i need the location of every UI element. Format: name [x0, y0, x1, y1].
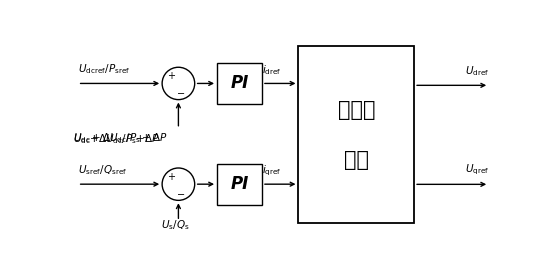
Bar: [299, 46, 414, 223]
Text: $U_{\rm s}/Q_{\rm s}$: $U_{\rm s}/Q_{\rm s}$: [161, 218, 190, 232]
Text: 控制器: 控制器: [337, 100, 375, 120]
Text: PI: PI: [231, 74, 249, 92]
Text: $U_{\rm dc}$$+$$\Delta$$U_{\rm dc}$$/$$P_{\rm s}$$+$$\Delta$$P$: $U_{\rm dc}$$+$$\Delta$$U_{\rm dc}$$/$$P…: [74, 132, 160, 146]
Text: $U_{\mathrm{dc}}+\Delta U_{\mathrm{dc}}/P_{\mathrm{s}}+\Delta P$: $U_{\mathrm{dc}}+\Delta U_{\mathrm{dc}}/…: [74, 131, 168, 145]
Bar: [217, 63, 262, 104]
Text: $i_{\rm qref}$: $i_{\rm qref}$: [262, 164, 281, 178]
Text: +: +: [167, 71, 175, 81]
Text: $i_{\rm dref}$: $i_{\rm dref}$: [262, 63, 281, 77]
Text: $-$: $-$: [176, 87, 185, 97]
Text: $U_{\rm qref}$: $U_{\rm qref}$: [465, 163, 489, 177]
Text: PI: PI: [231, 175, 249, 193]
Text: $-$: $-$: [176, 188, 185, 198]
Text: $U_{\rm dcref}/P_{\rm sref}$: $U_{\rm dcref}/P_{\rm sref}$: [77, 62, 130, 76]
Bar: [217, 164, 262, 205]
Text: $U_{\rm dref}$: $U_{\rm dref}$: [465, 64, 489, 78]
Text: $U_{\rm sref}/Q_{\rm sref}$: $U_{\rm sref}/Q_{\rm sref}$: [77, 163, 127, 177]
Text: +: +: [167, 172, 175, 182]
Text: 内环: 内环: [344, 150, 369, 170]
